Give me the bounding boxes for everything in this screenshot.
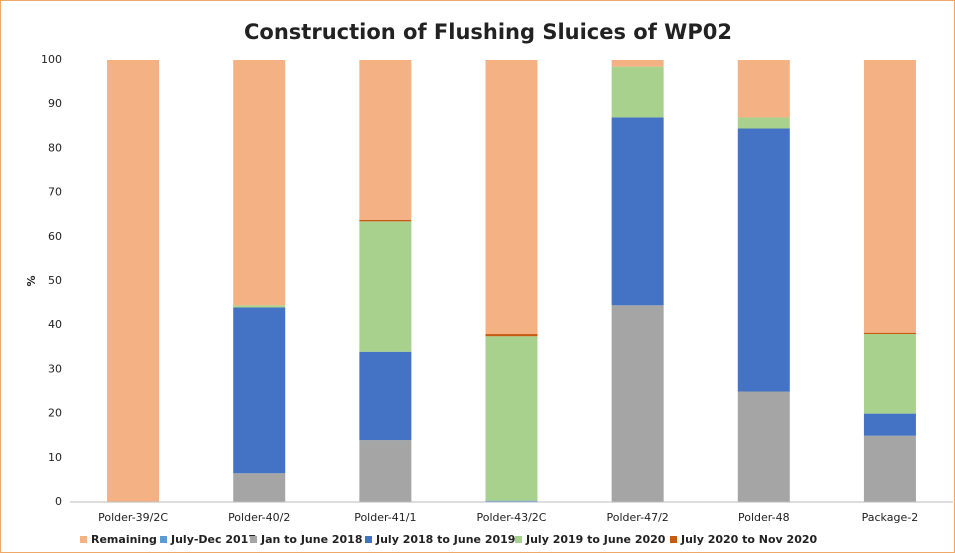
y-tick-label: 30 [48, 362, 62, 375]
y-tick-label: 10 [48, 451, 62, 464]
x-tick-label: Polder-41/1 [354, 511, 416, 524]
bar-segment [359, 440, 412, 502]
bar-segment [611, 117, 664, 306]
legend-label: July-Dec 2017 [170, 533, 256, 546]
bar-segment [233, 60, 286, 306]
bar-segment [233, 305, 286, 308]
x-tick-label: Polder-40/2 [228, 511, 290, 524]
bar-segment [359, 60, 412, 221]
legend-label: July 2018 to June 2019 [375, 533, 515, 546]
y-tick-label: 60 [48, 230, 62, 243]
bar-segment [485, 334, 538, 337]
legend-swatch [365, 536, 372, 543]
bar-segment [611, 66, 664, 118]
y-axis-label: % [25, 275, 38, 286]
bar-segment [359, 221, 412, 352]
bar-segment [737, 117, 790, 129]
bar-segment [863, 435, 916, 502]
bar-segment [737, 391, 790, 502]
bar-segment [737, 60, 790, 118]
bar-segment [359, 220, 412, 222]
bar-segment [485, 60, 538, 335]
bar-segment [611, 305, 664, 502]
x-tick-label: Polder-43/2C [477, 511, 547, 524]
legend-swatch [160, 536, 167, 543]
y-tick-label: 80 [48, 141, 62, 154]
bar-segment [863, 413, 916, 436]
y-tick-label: 100 [41, 53, 62, 66]
bar-segment [107, 60, 160, 502]
y-tick-label: 90 [48, 97, 62, 110]
y-tick-label: 20 [48, 407, 62, 420]
bar-segment [359, 351, 412, 441]
bar-segment [737, 128, 790, 392]
y-tick-label: 40 [48, 318, 62, 331]
x-tick-label: Package-2 [862, 511, 919, 524]
legend-swatch [670, 536, 677, 543]
x-tick-label: Polder-48 [738, 511, 790, 524]
legend-label: July 2019 to June 2020 [525, 533, 666, 546]
bar-segment [863, 334, 916, 414]
x-tick-label: Polder-47/2 [607, 511, 669, 524]
bar-segment [485, 500, 538, 502]
chart-title: Construction of Flushing Sluices of WP02 [244, 20, 732, 44]
bar-segment [863, 60, 916, 333]
y-tick-label: 50 [48, 274, 62, 287]
legend-label: July 2020 to Nov 2020 [680, 533, 818, 546]
legend-label: Jan to June 2018 [260, 533, 362, 546]
bar-segment [485, 336, 538, 501]
y-tick-label: 70 [48, 186, 62, 199]
bar-segment [233, 307, 286, 474]
legend-label: Remaining [91, 533, 157, 546]
bar-segment [611, 60, 664, 67]
y-tick-label: 0 [55, 495, 62, 508]
x-tick-label: Polder-39/2C [98, 511, 168, 524]
bar-segment [233, 473, 286, 502]
legend-swatch [515, 536, 522, 543]
legend-swatch [80, 536, 87, 543]
legend-swatch [250, 536, 257, 543]
bar-segment [863, 332, 916, 335]
